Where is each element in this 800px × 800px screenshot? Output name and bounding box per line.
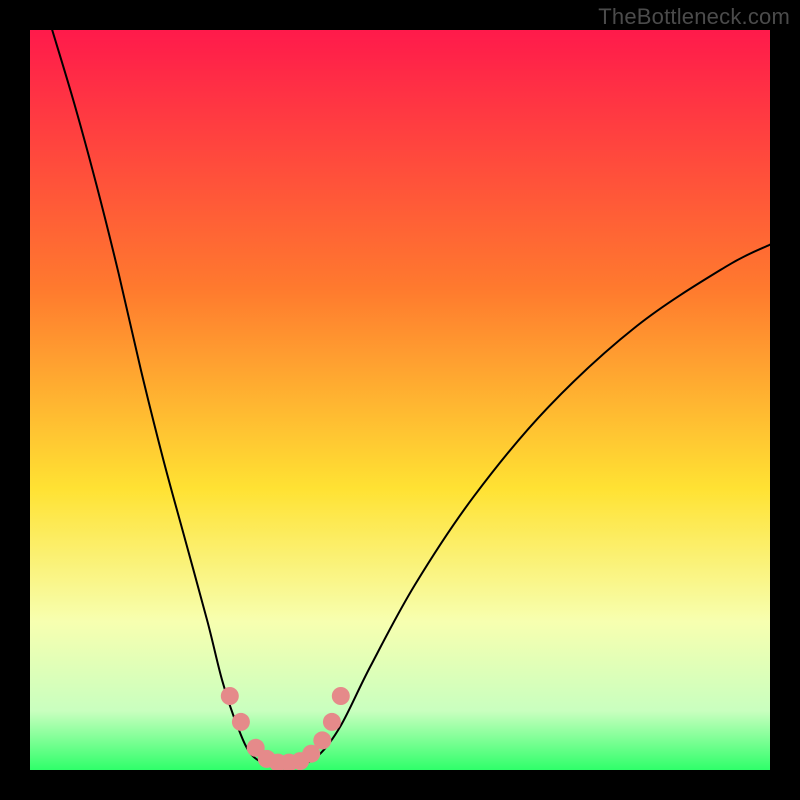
curve-marker [258,750,276,768]
curve-marker [332,687,350,705]
curve-marker [232,713,250,731]
curve-marker [291,752,309,770]
plot-area [30,30,770,770]
canvas-root: TheBottleneck.com [0,0,800,800]
curve-bottom-markers [221,687,350,770]
curve-marker [323,713,341,731]
curve-marker [302,745,320,763]
curve-marker [221,687,239,705]
watermark-text: TheBottleneck.com [598,4,790,30]
curve-marker [247,739,265,757]
bottleneck-curve [52,30,770,768]
curve-marker [313,731,331,749]
chart-svg [30,30,770,770]
curve-marker [269,754,287,770]
curve-marker [280,754,298,770]
